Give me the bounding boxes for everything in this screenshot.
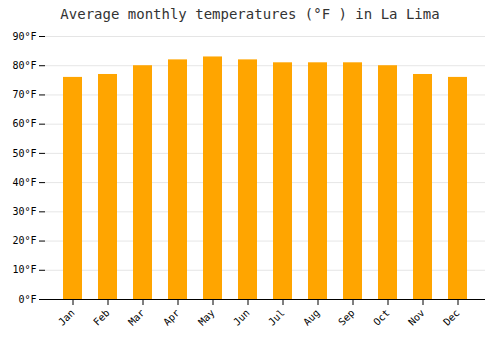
svg-text:60°F: 60°F: [12, 118, 36, 129]
svg-text:Oct: Oct: [371, 307, 392, 328]
svg-text:Mar: Mar: [126, 307, 147, 328]
svg-text:Nov: Nov: [406, 307, 427, 328]
html-text:Average monthly temperatures (: Average monthly temperatures (°F ) in La…: [60, 6, 440, 22]
svg-text:30°F: 30°F: [12, 206, 36, 217]
svg-text:80°F: 80°F: [12, 60, 36, 71]
svg-text:10°F: 10°F: [12, 264, 36, 275]
svg-text:20°F: 20°F: [12, 235, 36, 246]
svg-text:50°F: 50°F: [12, 148, 36, 159]
svg-text:Feb: Feb: [91, 307, 112, 328]
svg-text:0°F: 0°F: [18, 294, 36, 305]
svg-text:90°F: 90°F: [12, 31, 36, 42]
svg-text:Jun: Jun: [231, 307, 252, 328]
svg-text:40°F: 40°F: [12, 177, 36, 188]
svg-text:Dec: Dec: [441, 307, 462, 328]
svg-text:70°F: 70°F: [12, 89, 36, 100]
svg-text:Jul: Jul: [266, 307, 287, 328]
svg-text:Aug: Aug: [301, 307, 322, 328]
svg-text:Jan: Jan: [56, 307, 77, 328]
svg-text:Sep: Sep: [336, 307, 357, 328]
svg-text:May: May: [196, 307, 217, 328]
svg-text:Apr: Apr: [161, 307, 182, 328]
